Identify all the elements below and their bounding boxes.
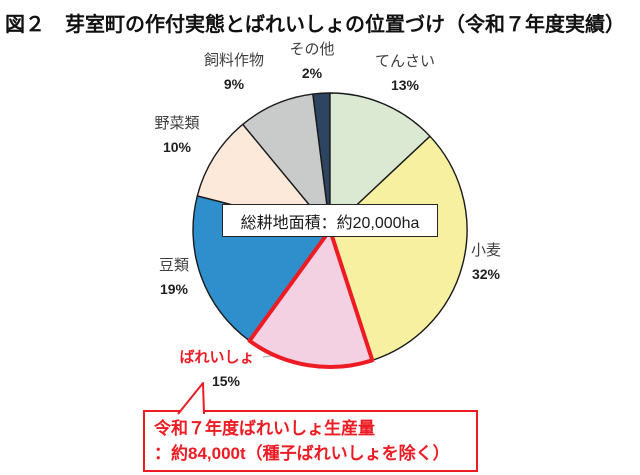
callout-pointer — [177, 382, 205, 415]
slice-name: 野菜類 — [154, 115, 200, 132]
slice-percent: 2% — [301, 65, 323, 81]
pie-slice-yasairui — [196, 123, 331, 231]
slice-label-yasairui: 野菜類 10% — [154, 115, 199, 155]
slice-label-sonota: その他 2% — [289, 41, 334, 81]
pie-slice-bareisho — [247, 228, 375, 369]
slice-percent: 19% — [159, 281, 189, 297]
slice-name: てんさい — [374, 53, 436, 70]
slice-percent: 13% — [390, 77, 420, 93]
slice-label-shiryo-sakumotsu: 飼料作物 9% — [204, 52, 264, 92]
total-area-box: 総耕地面積：約20,000ha — [222, 204, 438, 237]
slice-name: 豆類 — [158, 257, 190, 274]
production-callout: 令和７年度ばれいしょ生産量 ：約84,000t（種子ばれいしょを除く） — [143, 410, 478, 472]
callout-line-2: ：約84,000t（種子ばれいしょを除く） — [154, 444, 450, 463]
slice-label-mamerui: 豆類 19% — [159, 257, 189, 297]
slice-name: その他 — [289, 41, 335, 58]
slice-percent: 10% — [162, 139, 192, 155]
pie-slice-komugi — [329, 135, 468, 361]
slice-percent: 9% — [223, 76, 245, 92]
total-area-text: 総耕地面積：約20,000ha — [240, 214, 420, 232]
slice-percent: 32% — [471, 266, 501, 282]
slice-name: ばれいしょ — [179, 349, 255, 366]
slice-label-tensai: てんさい 13% — [375, 53, 435, 93]
slice-name: 小麦 — [470, 242, 502, 259]
callout-line-1: 令和７年度ばれいしょ生産量 — [154, 419, 375, 438]
slice-label-bareisho: ばれいしょ 15% — [179, 349, 254, 389]
slice-name: 飼料作物 — [203, 52, 265, 69]
figure-title: 図２ 芽室町の作付実態とばれいしょの位置づけ（令和７年度実績） — [5, 14, 625, 36]
slice-label-komugi: 小麦 32% — [471, 242, 501, 282]
slice-percent: 15% — [211, 373, 241, 389]
pie-slice-tensai — [329, 92, 431, 231]
